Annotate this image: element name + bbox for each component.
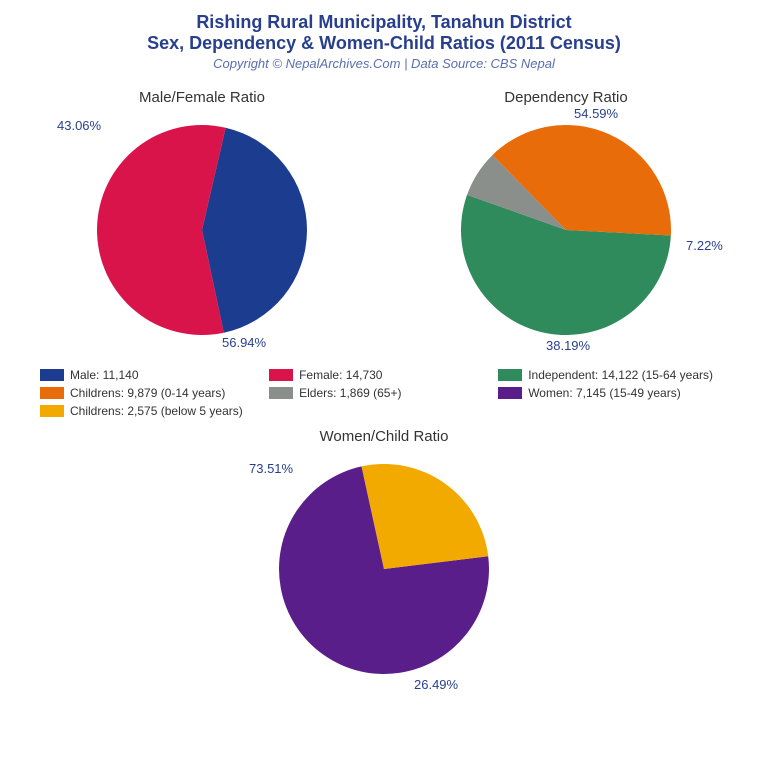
pie-women-child: 73.51% 26.49% [214, 449, 554, 709]
subtitle: Copyright © NepalArchives.Com | Data Sou… [0, 56, 768, 71]
legend-label: Independent: 14,122 (15-64 years) [528, 368, 713, 382]
pie-dependency: 54.59%7.22%38.19% [396, 110, 736, 360]
legend-swatch [498, 387, 522, 399]
pie-label: 73.51% [249, 461, 293, 476]
legend-swatch [498, 369, 522, 381]
legend-item: Women: 7,145 (15-49 years) [498, 386, 727, 400]
dependency-ratio-chart: Dependency Ratio 54.59% 7.22% 38.19% [396, 89, 736, 360]
legend-label: Male: 11,140 [70, 368, 139, 382]
legend-item: Independent: 14,122 (15-64 years) [498, 368, 727, 382]
title-line-1: Rishing Rural Municipality, Tanahun Dist… [0, 12, 768, 33]
legend-swatch [40, 369, 64, 381]
pie-label: 43.06% [57, 118, 101, 133]
legend-swatch [269, 369, 293, 381]
legend-item: Elders: 1,869 (65+) [269, 386, 498, 400]
legend-item: Childrens: 9,879 (0-14 years) [40, 386, 269, 400]
legend-swatch [269, 387, 293, 399]
legend-label: Elders: 1,869 (65+) [299, 386, 401, 400]
pie-sex: 43.06% 56.94% [32, 110, 372, 360]
pie-label: 56.94% [222, 335, 266, 350]
legend-item: Childrens: 2,575 (below 5 years) [40, 404, 269, 418]
title-line-2: Sex, Dependency & Women-Child Ratios (20… [0, 33, 768, 54]
chart-title: Male/Female Ratio [32, 89, 372, 106]
top-charts-row: Male/Female Ratio 43.06% 56.94% Dependenc… [0, 89, 768, 360]
legend: Male: 11,140 Female: 14,730 Independent: 1… [0, 360, 768, 418]
pie-svg [396, 110, 736, 360]
legend-label: Childrens: 2,575 (below 5 years) [70, 404, 243, 418]
pie-label: 7.22% [686, 238, 723, 253]
pie-label: 54.59% [574, 106, 618, 121]
legend-label: Female: 14,730 [299, 368, 382, 382]
legend-item: Male: 11,140 [40, 368, 269, 382]
pie-label: 38.19% [546, 338, 590, 353]
legend-item: Female: 14,730 [269, 368, 498, 382]
pie-svg [214, 449, 554, 699]
chart-title: Dependency Ratio [396, 89, 736, 106]
legend-label: Childrens: 9,879 (0-14 years) [70, 386, 225, 400]
legend-label: Women: 7,145 (15-49 years) [528, 386, 681, 400]
chart-title: Women/Child Ratio [0, 428, 768, 445]
pie-label: 26.49% [414, 677, 458, 692]
pie-svg [32, 110, 372, 360]
women-child-chart: Women/Child Ratio 73.51% 26.49% [0, 428, 768, 709]
sex-ratio-chart: Male/Female Ratio 43.06% 56.94% [32, 89, 372, 360]
title-block: Rishing Rural Municipality, Tanahun Dist… [0, 0, 768, 71]
legend-swatch [40, 387, 64, 399]
legend-swatch [40, 405, 64, 417]
